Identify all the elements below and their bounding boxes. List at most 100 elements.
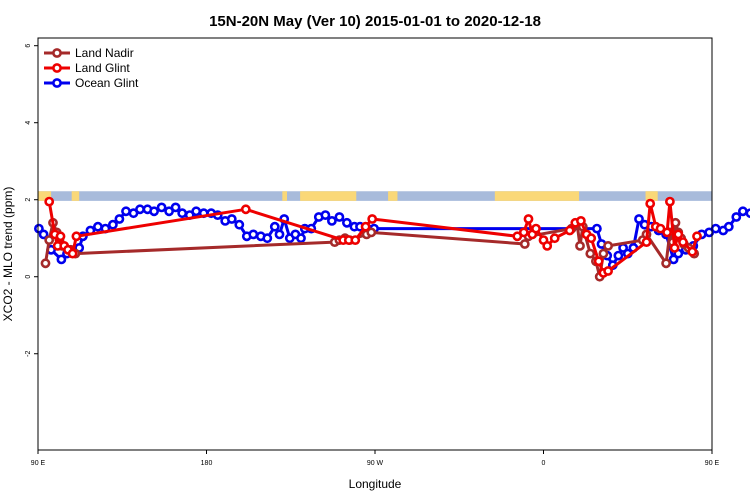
x-axis-label: Longitude <box>349 477 402 491</box>
data-point <box>93 221 103 232</box>
data-point <box>668 254 679 265</box>
data-point <box>367 214 378 224</box>
data-point <box>56 254 67 265</box>
data-point <box>320 210 331 220</box>
x-tick-label: 90 E <box>31 460 46 467</box>
data-point <box>576 215 586 226</box>
data-point <box>40 258 51 269</box>
land-segment <box>71 191 80 201</box>
data-point <box>121 206 131 217</box>
data-point <box>262 233 273 244</box>
land-segment <box>645 191 658 201</box>
data-point <box>603 266 613 276</box>
data-point <box>38 229 49 240</box>
data-point <box>531 223 541 234</box>
data-point <box>71 231 82 242</box>
data-point <box>108 219 118 230</box>
data-point <box>645 198 656 209</box>
data-point <box>641 237 652 247</box>
data-point <box>710 223 721 234</box>
data-point <box>518 227 529 238</box>
data-point <box>114 214 125 224</box>
data-point <box>662 227 672 238</box>
data-point <box>191 206 202 217</box>
y-axis-label: XCO2 - MLO trend (ppm) <box>1 187 15 322</box>
data-point <box>665 196 675 207</box>
x-axis: 90 E 180 90 W 0 90 E <box>31 450 720 467</box>
data-point <box>44 235 55 245</box>
ocean-band <box>38 191 712 201</box>
data-point <box>334 212 345 222</box>
data-point <box>692 231 702 242</box>
data-point <box>170 202 181 213</box>
data-point <box>55 231 66 242</box>
land-segment <box>282 191 288 201</box>
data-point <box>519 239 530 249</box>
legend-entry: Land Nadir <box>75 46 134 60</box>
y-tick-label: 2 <box>25 198 32 202</box>
legend-entry: Land Glint <box>75 61 130 75</box>
series-layer <box>34 196 750 282</box>
x-tick-label: 90 W <box>367 460 384 467</box>
data-point <box>634 214 644 224</box>
data-point <box>598 248 609 259</box>
data-point <box>673 229 684 240</box>
data-point <box>149 206 159 217</box>
data-point <box>585 248 596 259</box>
data-point <box>296 233 306 244</box>
series-land-glint <box>44 196 702 278</box>
data-point <box>248 229 259 240</box>
data-point <box>603 240 613 251</box>
data-point <box>661 258 671 269</box>
land-segment <box>388 191 398 201</box>
data-point <box>523 214 534 224</box>
data-point <box>226 214 237 224</box>
legend-entry: Ocean Glint <box>75 76 139 90</box>
data-point <box>177 208 188 219</box>
data-point <box>44 196 55 207</box>
data-point <box>593 256 604 267</box>
data-point <box>745 208 750 219</box>
y-tick-label: -2 <box>25 351 32 357</box>
data-point <box>613 250 624 261</box>
y-tick-label: 0 <box>25 275 32 279</box>
data-point <box>564 225 575 236</box>
land-segment <box>38 191 52 201</box>
data-point <box>360 221 371 232</box>
data-point <box>274 229 285 240</box>
x-tick-label: 0 <box>542 460 546 467</box>
legend-swatch-marker <box>52 78 62 88</box>
data-point <box>350 235 361 245</box>
x-tick-label: 180 <box>201 460 213 467</box>
data-point <box>575 240 585 251</box>
data-point <box>341 217 352 228</box>
data-point <box>326 215 337 226</box>
data-point <box>366 227 377 238</box>
data-point <box>34 223 44 234</box>
y-tick-label: 4 <box>25 121 32 125</box>
data-point <box>723 221 734 232</box>
data-point <box>67 248 78 259</box>
data-point <box>586 233 597 244</box>
y-tick-label: 6 <box>25 44 32 48</box>
data-point <box>135 204 145 215</box>
data-point <box>269 221 280 232</box>
data-point <box>549 233 560 244</box>
data-point <box>240 204 251 215</box>
land-segment <box>300 191 357 201</box>
land-ocean-strip <box>38 191 712 201</box>
legend-swatch-marker <box>52 63 62 73</box>
chart-title: 15N-20N May (Ver 10) 2015-01-01 to 2020-… <box>209 13 541 30</box>
data-point <box>687 246 698 257</box>
legend-swatch-marker <box>52 48 62 58</box>
x-tick-label: 90 E <box>705 460 720 467</box>
data-point <box>738 206 748 217</box>
data-point <box>731 212 742 222</box>
data-point <box>678 237 688 247</box>
y-axis: -2 0 2 4 6 <box>25 44 38 357</box>
data-point <box>669 242 680 253</box>
data-point <box>234 219 245 230</box>
land-segment <box>494 191 580 201</box>
